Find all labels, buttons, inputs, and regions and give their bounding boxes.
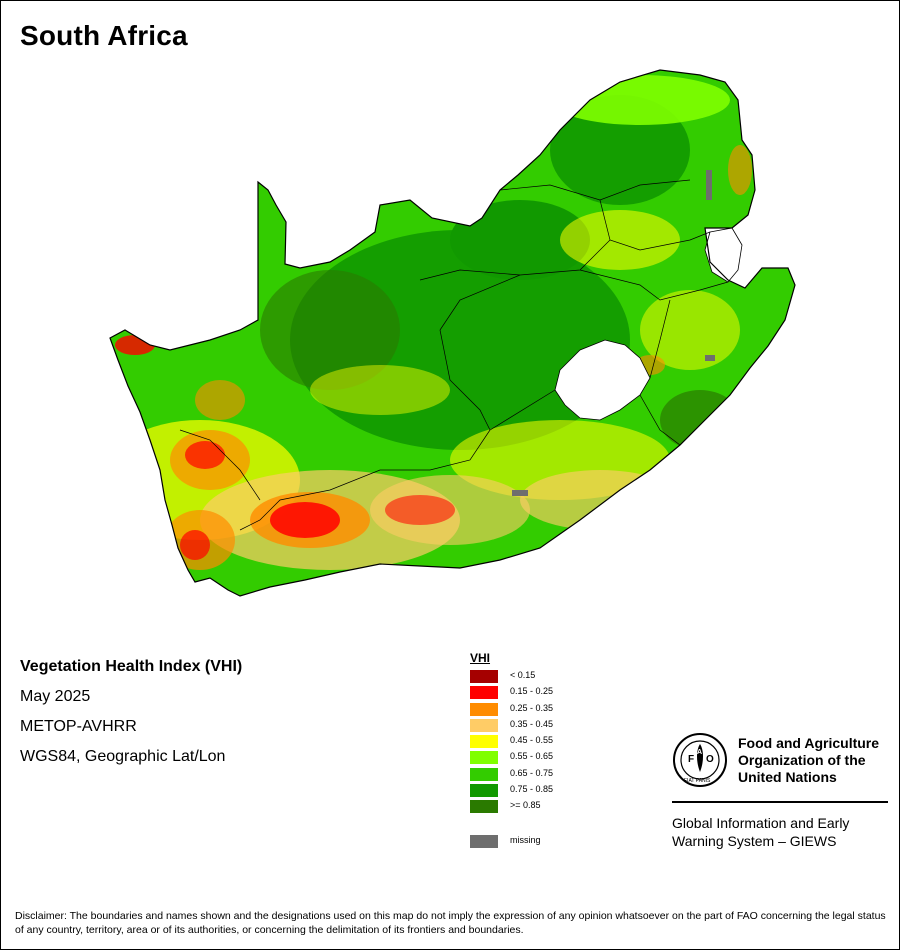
legend-swatch — [470, 735, 498, 749]
legend-title: VHI — [470, 651, 491, 665]
legend-label: < 0.15 — [510, 670, 536, 680]
legend-item: 0.45 - 0.55 — [470, 734, 553, 750]
divider — [672, 801, 888, 803]
legend-swatch — [470, 702, 498, 716]
fao-emblem-icon: F O A FIAT PANIS — [673, 733, 727, 787]
legend-swatch — [470, 784, 498, 798]
legend-item: 0.65 - 0.75 — [470, 767, 553, 783]
legend-swatch — [470, 751, 498, 765]
disclaimer: Disclaimer: The boundaries and names sho… — [15, 910, 886, 936]
vhi-raster — [110, 70, 795, 596]
legend-item: 0.15 - 0.25 — [470, 685, 553, 701]
legend-label: >= 0.85 — [510, 800, 541, 811]
vhi-map — [109, 69, 796, 597]
fao-name: Food and Agriculture Organization of the… — [738, 735, 898, 786]
legend-swatch — [470, 800, 498, 814]
legend-swatch — [470, 835, 498, 848]
svg-text:F: F — [688, 754, 694, 765]
legend-item: < 0.15 — [470, 669, 535, 685]
svg-text:O: O — [706, 754, 714, 765]
period-label: May 2025 — [20, 688, 91, 705]
legend-swatch — [470, 686, 498, 700]
legend-label: 0.15 - 0.25 — [510, 686, 554, 697]
sensor-label: METOP-AVHRR — [20, 718, 137, 735]
emblem-text: FIAT PANIS — [684, 778, 711, 784]
legend-swatch — [470, 718, 498, 732]
fao-name-line: Organization of the — [738, 752, 866, 768]
legend: VHI < 0.15 0.15 - 0.25 0.25 - 0.35 0.35 - 0… — [470, 651, 553, 848]
legend-item: 0.75 - 0.85 — [470, 783, 553, 799]
legend-label: 0.25 - 0.35 — [510, 702, 554, 713]
fao-name-line: Food and Agriculture — [738, 735, 880, 751]
legend-label: 0.55 - 0.65 — [510, 751, 554, 762]
legend-label: 0.65 - 0.75 — [510, 767, 554, 778]
svg-text:A: A — [697, 749, 702, 756]
province-boundaries — [179, 179, 729, 531]
legend-item: >= 0.85 — [470, 799, 541, 815]
legend-item-missing: missing — [470, 834, 590, 850]
legend-label: 0.45 - 0.55 — [510, 735, 554, 746]
legend-classes: < 0.15 0.15 - 0.25 0.25 - 0.35 0.35 - 0.45 0… — [470, 669, 553, 816]
legend-swatch — [470, 767, 498, 781]
map-info: Vegetation Health Index (VHI) May 2025 M… — [20, 657, 242, 777]
map-title: South Africa — [20, 20, 188, 51]
legend-item: 0.55 - 0.65 — [470, 750, 553, 766]
legend-label: 0.35 - 0.45 — [510, 718, 554, 729]
giews-label: Global Information and Early Warning Sys… — [672, 814, 888, 850]
legend-item: 0.25 - 0.35 — [470, 702, 553, 718]
giews-line: Warning System – GIEWS — [672, 833, 837, 849]
legend-swatch — [470, 670, 498, 683]
index-name: Vegetation Health Index (VHI) — [20, 658, 243, 675]
giews-line: Global Information and Early — [672, 815, 850, 831]
legend-label: 0.75 - 0.85 — [510, 784, 554, 795]
legend-item: 0.35 - 0.45 — [470, 718, 553, 734]
legend-label: missing — [510, 835, 541, 845]
eswatini-enclave — [704, 227, 743, 283]
projection-label: WGS84, Geographic Lat/Lon — [20, 748, 226, 765]
fao-name-line: United Nations — [738, 769, 837, 785]
